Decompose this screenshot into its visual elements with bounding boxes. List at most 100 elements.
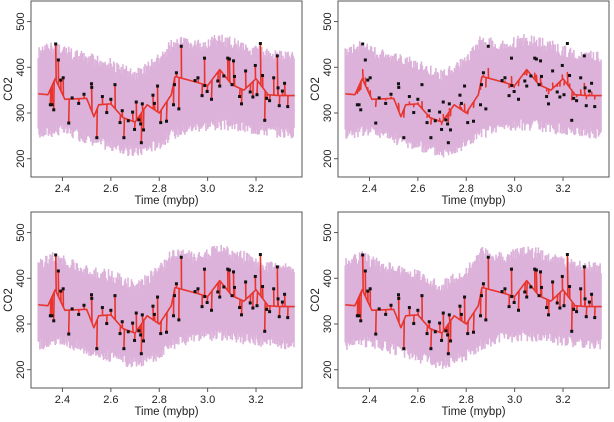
data-point: [105, 322, 109, 326]
data-point: [377, 307, 381, 311]
chart-svg: 2.4 2.6 2.8 3.0 3.2 200 300 400 500 Time (mybp) CO…: [3, 0, 303, 207]
data-point: [179, 44, 183, 48]
data-point: [174, 282, 178, 286]
data-point: [389, 92, 393, 96]
data-point: [61, 76, 65, 80]
data-point: [509, 267, 513, 271]
data-point: [479, 103, 483, 107]
y-tick-label: 200: [322, 150, 334, 168]
data-point: [151, 304, 155, 308]
data-point: [232, 59, 236, 63]
x-axis-label: Time (mybp): [134, 195, 198, 207]
data-point: [283, 292, 287, 296]
data-point: [240, 313, 244, 317]
data-point: [547, 313, 551, 317]
data-point: [583, 297, 587, 301]
data-point: [458, 304, 462, 308]
y-tick-label: 200: [15, 150, 27, 168]
data-point: [232, 74, 236, 78]
data-point: [534, 57, 538, 61]
data-point: [533, 267, 537, 271]
data-point: [565, 42, 569, 46]
data-point: [444, 329, 448, 333]
data-point: [200, 305, 204, 309]
data-point: [177, 318, 181, 322]
data-point: [272, 287, 276, 291]
data-point: [232, 270, 236, 274]
data-point: [261, 285, 265, 289]
data-point: [512, 301, 516, 305]
data-point: [200, 94, 204, 98]
fit-line: [344, 253, 603, 355]
data-point: [537, 294, 541, 298]
data-point: [539, 270, 543, 274]
data-point: [558, 306, 562, 310]
y-axis-label: CO2: [310, 77, 322, 101]
data-point: [226, 267, 230, 271]
data-point: [90, 296, 94, 300]
x-tick-label: 3.2: [248, 183, 263, 195]
data-point: [590, 292, 594, 296]
data-point: [118, 332, 122, 336]
data-point: [593, 316, 597, 320]
data-point: [133, 338, 137, 342]
data-point: [429, 347, 433, 351]
data-point: [131, 110, 135, 114]
data-point: [525, 295, 529, 299]
data-point: [420, 83, 424, 87]
data-point: [555, 90, 559, 94]
data-point: [177, 107, 181, 111]
data-point: [560, 274, 564, 278]
data-point: [222, 74, 226, 78]
data-point: [572, 96, 576, 100]
data-point: [131, 321, 135, 325]
data-point: [425, 332, 429, 336]
y-tick-label: 400: [15, 269, 27, 287]
data-point: [272, 76, 276, 80]
data-point: [95, 136, 99, 140]
data-point: [280, 89, 284, 93]
data-point: [109, 308, 113, 312]
data-point: [67, 332, 71, 336]
data-point: [156, 295, 160, 299]
data-point: [486, 44, 490, 48]
data-point: [77, 101, 81, 105]
data-point: [479, 314, 483, 318]
data-point: [258, 42, 262, 46]
data-point: [165, 330, 168, 334]
data-point: [253, 63, 257, 67]
x-axis-label: Time (mybp): [441, 195, 505, 207]
data-point: [56, 269, 60, 273]
data-point: [137, 118, 141, 122]
data-point: [555, 301, 559, 305]
data-point: [509, 56, 513, 60]
data-point: [397, 85, 401, 89]
y-tick-label: 500: [322, 12, 334, 30]
data-point: [89, 82, 93, 86]
data-point: [205, 90, 209, 94]
data-point: [355, 103, 359, 107]
data-point: [523, 290, 527, 294]
data-point: [113, 294, 117, 298]
data-point: [172, 314, 176, 318]
data-point: [357, 314, 361, 318]
data-point: [361, 253, 365, 257]
chart-svg: 2.4 2.6 2.8 3.0 3.2 200 300 400 500 Time (mybp) CO…: [310, 211, 610, 418]
data-point: [582, 54, 586, 58]
data-point: [120, 109, 124, 113]
data-point: [562, 93, 566, 97]
chart-svg: 2.4 2.6 2.8 3.0 3.2 200 300 400 500 Time (mybp) CO…: [3, 211, 303, 418]
data-point: [90, 85, 94, 89]
data-point: [251, 95, 255, 99]
data-point: [142, 339, 146, 343]
data-point: [100, 306, 104, 310]
data-point: [134, 100, 138, 104]
data-point: [412, 111, 416, 115]
data-point: [446, 333, 450, 337]
x-tick-label: 2.4: [362, 183, 377, 195]
data-point: [205, 301, 209, 305]
data-point: [263, 118, 267, 122]
data-point: [587, 300, 591, 304]
x-tick-label: 2.4: [55, 183, 70, 195]
data-point: [50, 103, 54, 107]
